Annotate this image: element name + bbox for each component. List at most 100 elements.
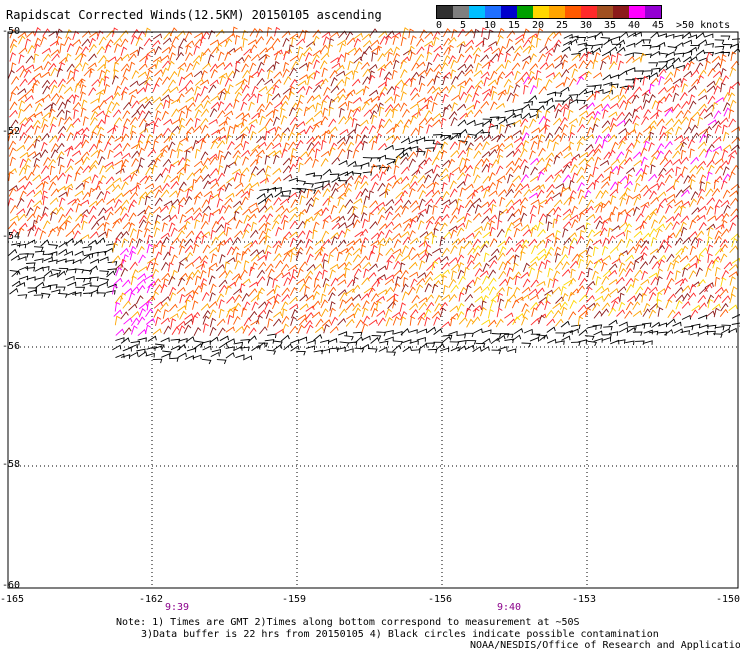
wind-barb [346, 141, 355, 151]
wind-barb [529, 175, 540, 183]
wind-barb [695, 32, 705, 39]
wind-barb [250, 294, 260, 303]
wind-barb [145, 166, 154, 176]
lat-label-56: -56 [2, 341, 21, 352]
wind-barb [626, 207, 636, 215]
wind-barb [96, 190, 105, 200]
wind-barb [171, 326, 180, 336]
wind-barb [211, 136, 221, 144]
wind-barb [217, 51, 225, 61]
wind-barb [297, 314, 307, 321]
wind-barb [520, 118, 529, 127]
wind-barb [243, 48, 253, 56]
wind-barb [177, 46, 184, 56]
wind-barb [443, 37, 452, 47]
wind-barb [154, 214, 162, 224]
wind-barb [554, 102, 562, 112]
wind-barb [192, 60, 200, 71]
wind-barb [257, 261, 267, 270]
wind-barb [440, 117, 447, 128]
wind-barb [640, 245, 649, 255]
wind-barb [242, 324, 251, 334]
wind-barb [375, 295, 385, 303]
wind-barb [432, 134, 443, 139]
wind-barb [504, 227, 512, 238]
wind-barb [288, 206, 299, 214]
wind-barb [330, 316, 339, 326]
wind-barb [120, 354, 131, 359]
wind-barb [409, 181, 418, 190]
wind-barb [488, 269, 497, 279]
wind-barb [306, 40, 316, 48]
wind-barb [154, 133, 164, 141]
wind-barb [258, 214, 267, 223]
wind-barb [259, 177, 269, 184]
wind-barb [656, 291, 663, 302]
wind-barb [643, 286, 651, 296]
wind-barb [624, 52, 634, 58]
wind-barb [576, 76, 585, 85]
wind-barb [418, 75, 425, 85]
wind-barb [458, 128, 468, 136]
wind-barb [50, 211, 57, 221]
wind-barb [19, 78, 28, 87]
wind-barb [515, 77, 525, 85]
wind-barb [368, 212, 374, 223]
wind-barb [513, 221, 523, 229]
wind-barb [265, 263, 274, 272]
wind-barb [459, 157, 466, 167]
wind-barb [711, 188, 721, 197]
wind-barb [331, 62, 341, 69]
wind-barb [224, 261, 230, 272]
wind-barb [377, 154, 387, 160]
wind-barb [314, 208, 324, 216]
wind-barb [24, 164, 31, 175]
wind-barb [289, 154, 297, 165]
wind-barb [328, 338, 338, 343]
wind-barb [616, 238, 625, 248]
wind-barb [632, 277, 639, 288]
wind-barb [362, 85, 370, 96]
wind-barb [339, 171, 349, 176]
wind-barb [683, 325, 694, 331]
wind-barb [568, 141, 575, 152]
wind-barb [401, 108, 410, 118]
wind-barb [584, 70, 592, 80]
wind-barb [569, 260, 579, 269]
wind-barb [131, 317, 140, 326]
wind-barb [98, 55, 107, 64]
wind-barb [281, 308, 288, 319]
wind-barb [552, 270, 561, 280]
wind-barb [296, 187, 307, 193]
wind-barb [433, 63, 442, 72]
wind-barb [554, 108, 562, 119]
wind-barb [241, 307, 248, 317]
wind-barb [274, 244, 282, 254]
wind-barb [387, 51, 393, 62]
wind-barb [73, 131, 81, 141]
wind-barb [639, 261, 649, 270]
wind-barb [200, 277, 208, 288]
wind-barb [311, 311, 321, 319]
wind-barb [497, 189, 507, 197]
wind-barb [331, 176, 341, 183]
wind-barb [360, 244, 367, 255]
wind-barb [297, 46, 304, 56]
wind-barb [280, 236, 288, 246]
wind-barb [131, 69, 140, 79]
wind-barb [347, 205, 356, 215]
wind-barb [473, 252, 481, 262]
wind-barb [191, 315, 198, 325]
wind-barb [16, 197, 25, 207]
wind-barb [609, 102, 619, 110]
wind-barb [32, 219, 39, 230]
wind-barb [295, 246, 304, 256]
wind-barb [264, 339, 275, 344]
wind-barb [371, 140, 378, 150]
wind-barb [658, 61, 669, 66]
wind-barb [409, 271, 419, 278]
wind-barb [665, 64, 675, 71]
wind-barb [351, 214, 359, 224]
wind-barb [352, 96, 362, 104]
wind-barb [651, 100, 659, 110]
